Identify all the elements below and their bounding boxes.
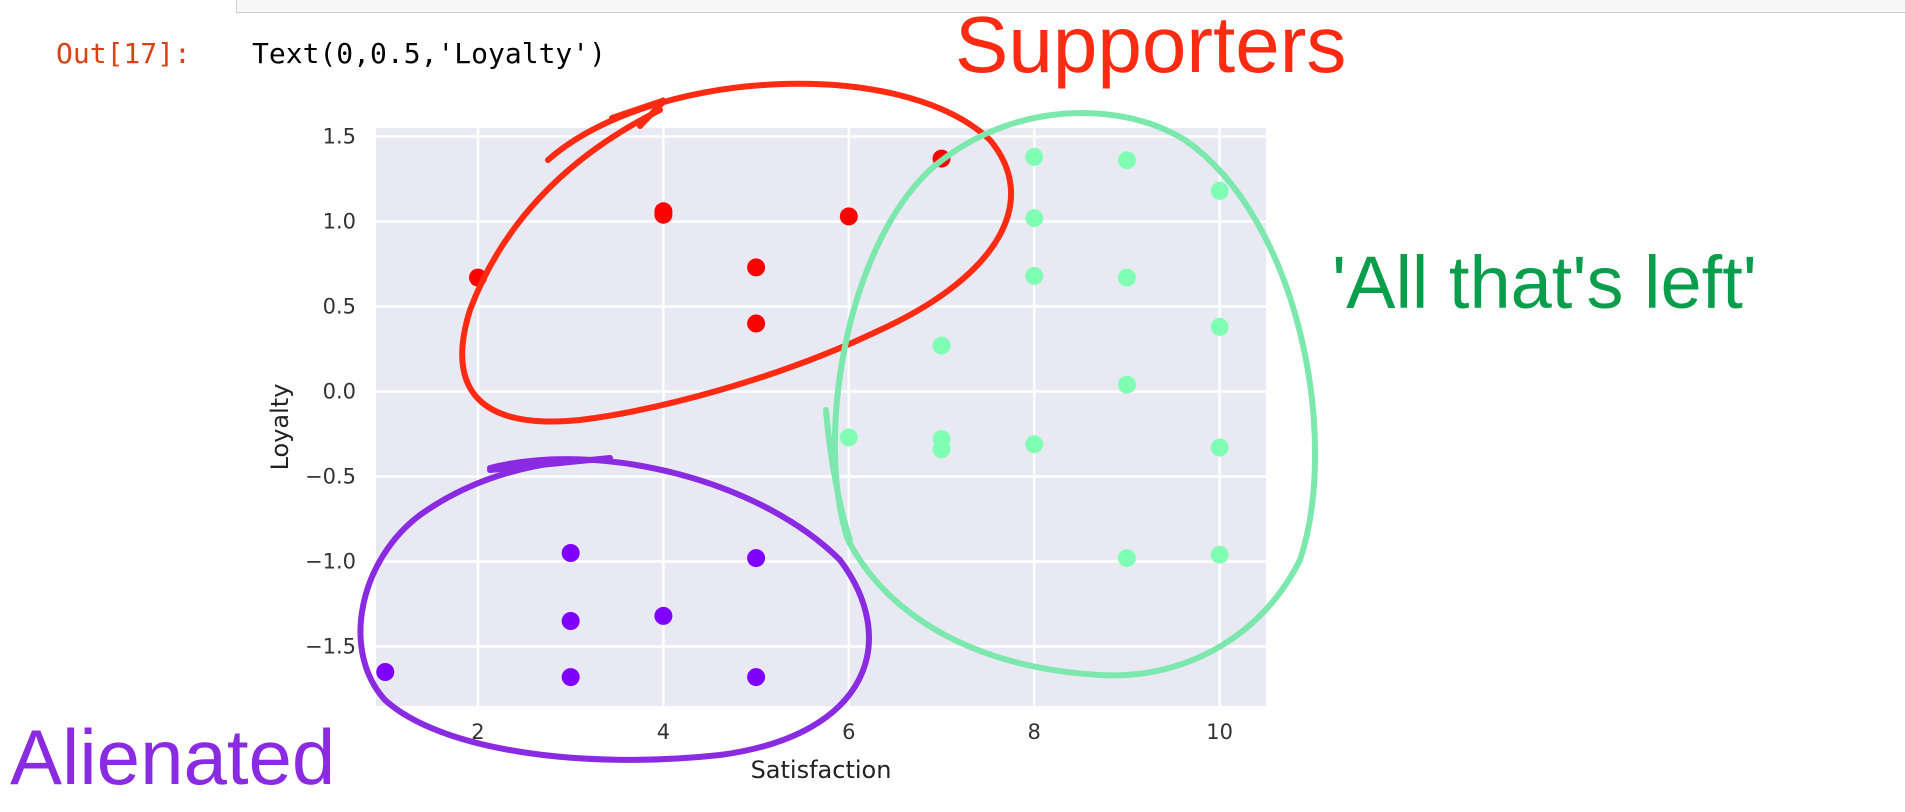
y-tick-label: −1.5 — [305, 635, 356, 659]
data-points — [376, 147, 1229, 687]
data-point — [654, 205, 673, 224]
supporters-arrow-tick — [609, 97, 668, 129]
x-tick-label: 2 — [471, 720, 484, 744]
x-tick-label: 8 — [1028, 720, 1041, 744]
data-point — [747, 258, 766, 277]
data-point — [1117, 151, 1136, 170]
data-point — [1025, 209, 1044, 228]
supporters-ellipse — [459, 80, 1015, 425]
x-tick-label: 4 — [657, 720, 670, 744]
data-point — [1025, 266, 1044, 285]
y-tick-label: 0.0 — [323, 380, 356, 404]
x-tick-label: 10 — [1206, 720, 1233, 744]
data-point — [561, 544, 580, 562]
y-tick-label: 1.5 — [323, 125, 356, 149]
data-point — [1210, 438, 1229, 457]
data-point — [747, 549, 766, 568]
data-point — [932, 440, 951, 459]
data-point — [376, 663, 395, 681]
x-axis-label: Satisfaction — [751, 756, 892, 784]
data-point — [1117, 375, 1136, 394]
data-point — [561, 612, 580, 630]
data-point — [1117, 268, 1136, 287]
data-point — [1025, 147, 1044, 166]
output-text: Text(0,0.5,'Loyalty') — [252, 37, 607, 70]
data-point — [1025, 435, 1044, 454]
output-prompt: Out[17]: — [56, 37, 191, 70]
data-point — [839, 428, 858, 447]
data-point — [747, 314, 766, 333]
input-cell-border — [236, 0, 1905, 13]
all-left-ellipse — [823, 110, 1319, 679]
data-point — [561, 668, 580, 687]
data-point — [932, 336, 951, 355]
data-point — [747, 668, 766, 687]
alienated-ellipse — [357, 455, 872, 763]
data-point — [1117, 549, 1136, 568]
supporters-annotation: Supporters — [955, 0, 1346, 89]
x-tick-label: 6 — [842, 720, 855, 744]
data-point — [839, 207, 858, 226]
data-point — [1210, 181, 1229, 200]
y-tick-label: 1.0 — [323, 210, 356, 234]
data-point — [1210, 545, 1229, 564]
y-axis-label: Loyalty — [266, 384, 294, 471]
y-tick-label: 0.5 — [323, 295, 356, 319]
y-tick-label: −0.5 — [305, 465, 356, 489]
data-point — [654, 606, 673, 625]
data-point — [1210, 317, 1229, 336]
all-left-annotation: 'All that's left' — [1332, 241, 1757, 324]
tick-labels: 2 4 6 8 10 1.5 1.0 0.5 0.0 −0.5 −1.0 −1.5 — [305, 125, 1233, 745]
y-tick-label: −1.0 — [305, 550, 356, 574]
alienated-annotation: Alienated — [10, 713, 335, 801]
